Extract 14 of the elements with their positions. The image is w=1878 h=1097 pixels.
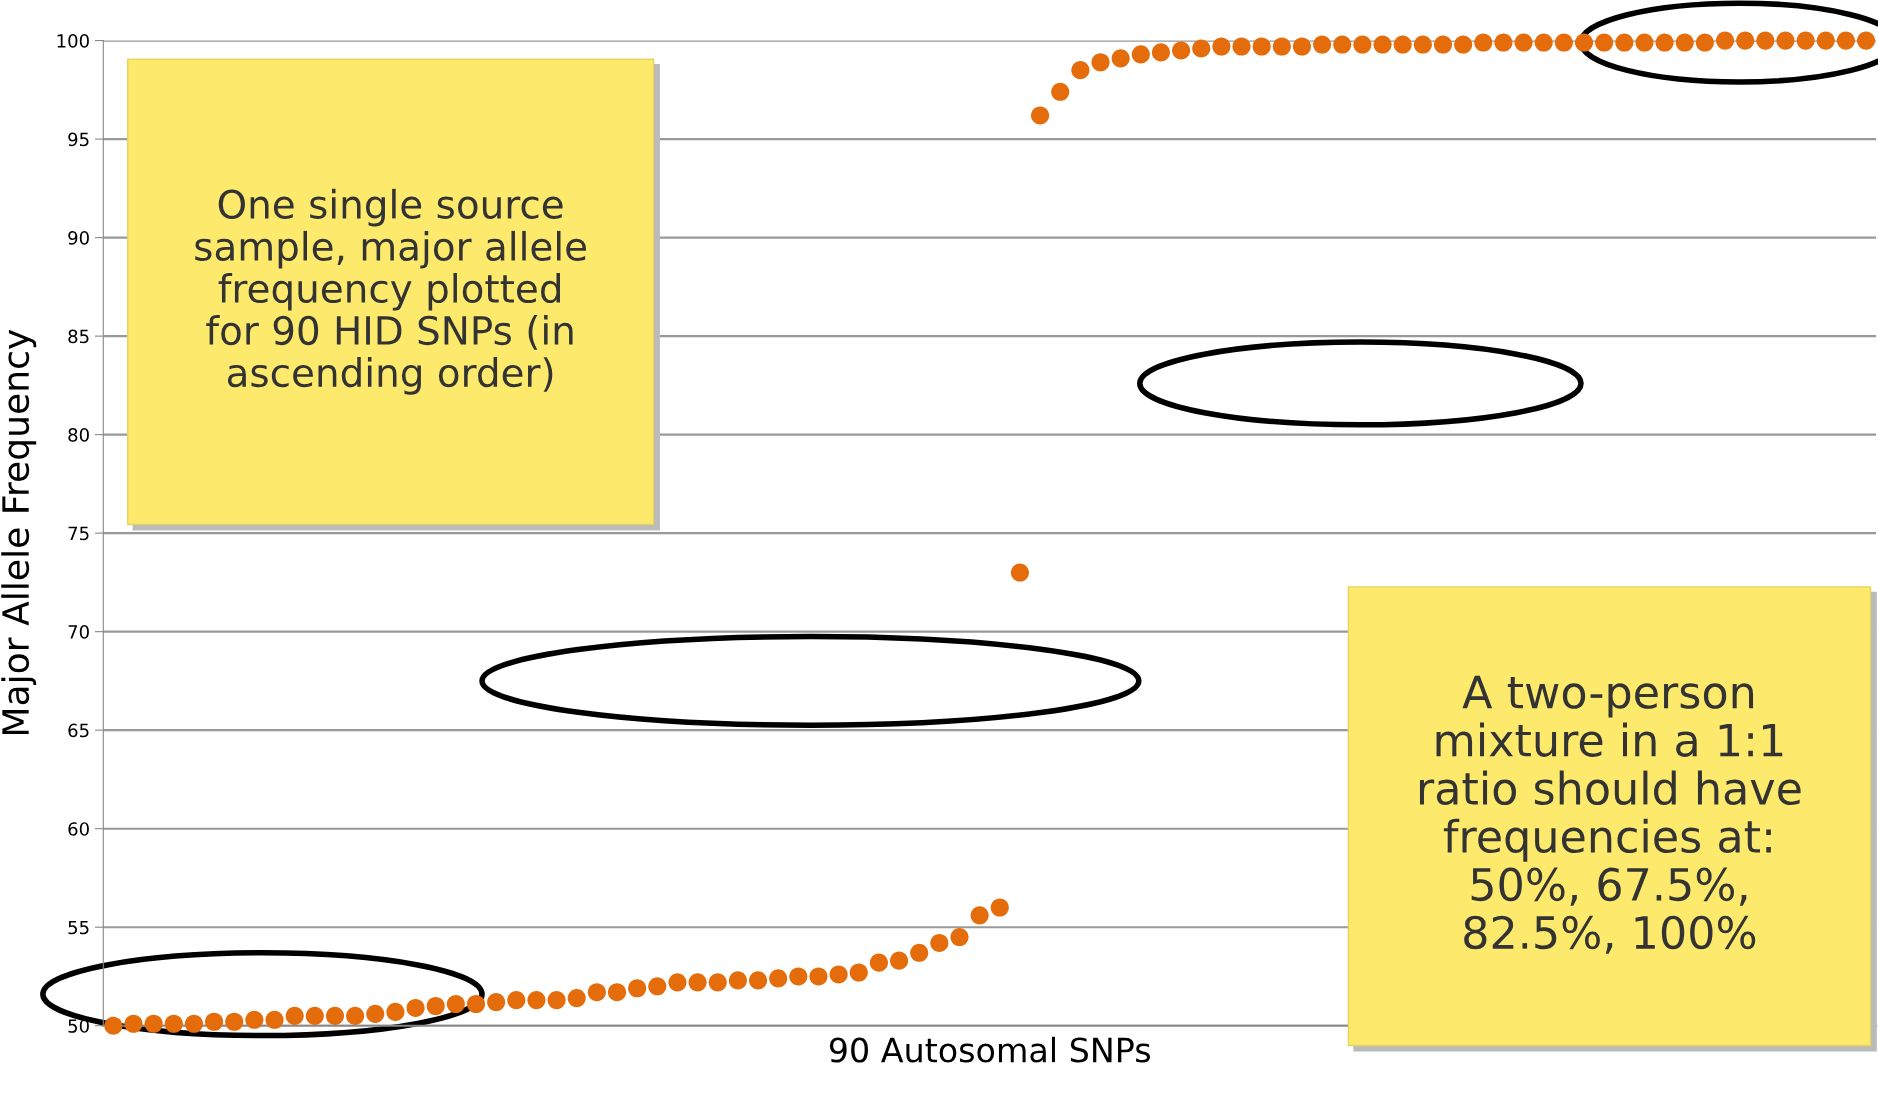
- y-tick-label: 100: [57, 34, 89, 48]
- y-tick-label: 85: [68, 329, 89, 344]
- y-tick-label: 60: [68, 822, 89, 836]
- y-axis-title: Major Allele Frequency: [1, 329, 37, 735]
- y-tick-label: 95: [68, 132, 89, 147]
- annotation: One single source sample, major allele frequency plotted for 90 HID SNPs (in ascending order): [195, 188, 586, 395]
- annotation: A two-person mixture in a 1:1 ratio should have frequencies at: 50%, 67.5%, 82.5%, 100%: [1419, 675, 1801, 954]
- y-tick-label: 55: [68, 920, 89, 935]
- y-tick-label: 75: [68, 526, 89, 541]
- y-tick-label: 65: [68, 723, 89, 738]
- y-tick-label: 90: [68, 231, 89, 245]
- x-axis-title: 90 Autosomal SNPs: [829, 1036, 1151, 1063]
- y-tick-label: 80: [68, 428, 89, 442]
- y-tick-label: 70: [68, 625, 89, 639]
